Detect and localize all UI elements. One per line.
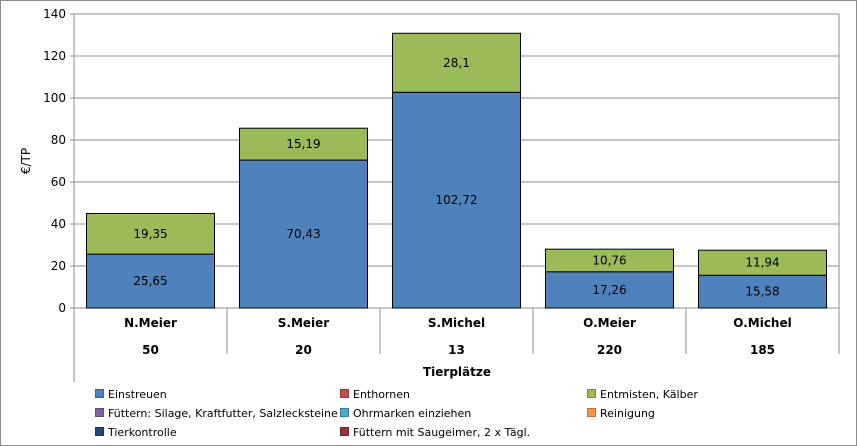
- legend-swatch: [587, 408, 596, 417]
- legend-item: Enthornen: [340, 388, 410, 401]
- legend-label: Reinigung: [600, 407, 655, 420]
- legend-item: Einstreuen: [95, 388, 167, 401]
- y-tick-label: 60: [51, 175, 66, 189]
- y-axis-label: €/TP: [19, 148, 33, 174]
- y-tick-label: 20: [51, 259, 66, 273]
- legend-swatch: [340, 389, 349, 398]
- data-label: 102,72: [436, 193, 478, 207]
- tierplaetze-label: 13: [448, 343, 465, 357]
- legend-label: Entmisten, Kälber: [600, 388, 698, 401]
- category-label: S.Meier: [278, 316, 330, 330]
- bar-o-michel-0: [698, 274, 827, 309]
- legend-item: Reinigung: [587, 407, 655, 420]
- chart-legend: Einstreuen Enthornen Entmisten, Kälber Fütt…: [95, 388, 835, 442]
- tierplaetze-label: 220: [597, 343, 622, 357]
- legend-swatch: [340, 408, 349, 417]
- bar-s-michel-1: [392, 32, 521, 93]
- legend-label: Füttern: Silage, Kraftfutter, Salzleckst…: [108, 407, 338, 420]
- bar-o-meier-0: [545, 271, 674, 309]
- category-label: O.Michel: [733, 316, 791, 330]
- legend-label: Einstreuen: [108, 388, 167, 401]
- bar-s-meier-0: [239, 159, 368, 309]
- data-label: 10,76: [592, 253, 626, 267]
- legend-item: Füttern: Silage, Kraftfutter, Salzleckst…: [95, 407, 338, 420]
- category-label: O.Meier: [583, 316, 636, 330]
- y-tick-label: 120: [43, 49, 66, 63]
- y-tick-label: 140: [43, 7, 66, 21]
- data-label: 28,1: [443, 56, 470, 70]
- data-label: 70,43: [286, 227, 320, 241]
- bar-s-michel-0: [392, 91, 521, 309]
- legend-label: Tierkontrolle: [108, 426, 177, 439]
- category-label: N.Meier: [124, 316, 177, 330]
- data-label: 15,58: [745, 285, 779, 299]
- y-tick-label: 80: [51, 133, 66, 147]
- data-label: 25,65: [133, 274, 167, 288]
- legend-swatch: [95, 427, 104, 436]
- tierplaetze-label: 185: [750, 343, 775, 357]
- legend-item: Füttern mit Saugeimer, 2 x Tägl.: [340, 426, 530, 439]
- data-label: 17,26: [592, 283, 626, 297]
- legend-item: Entmisten, Kälber: [587, 388, 698, 401]
- legend-swatch: [95, 408, 104, 417]
- y-tick-label: 40: [51, 217, 66, 231]
- data-label: 11,94: [745, 256, 779, 270]
- data-label: 19,35: [133, 227, 167, 241]
- bar-n-meier-1: [86, 213, 215, 255]
- legend-item: Ohrmarken einziehen: [340, 407, 471, 420]
- legend-swatch: [340, 427, 349, 436]
- bar-s-meier-1: [239, 127, 368, 161]
- x-axis-label: Tierplätze: [423, 365, 491, 379]
- y-tick-label: 0: [58, 301, 66, 315]
- y-tick-label: 100: [43, 91, 66, 105]
- category-label: S.Michel: [428, 316, 485, 330]
- legend-item: Tierkontrolle: [95, 426, 177, 439]
- tierplaetze-label: 20: [295, 343, 312, 357]
- data-label: 15,19: [286, 137, 320, 151]
- legend-swatch: [95, 389, 104, 398]
- legend-label: Enthornen: [353, 388, 410, 401]
- tierplaetze-label: 50: [142, 343, 159, 357]
- bar-n-meier-0: [86, 253, 215, 309]
- legend-label: Füttern mit Saugeimer, 2 x Tägl.: [353, 426, 531, 439]
- legend-label: Ohrmarken einziehen: [353, 407, 472, 420]
- bar-o-michel-1: [698, 249, 827, 276]
- bar-o-meier-1: [545, 248, 674, 273]
- legend-swatch: [587, 389, 596, 398]
